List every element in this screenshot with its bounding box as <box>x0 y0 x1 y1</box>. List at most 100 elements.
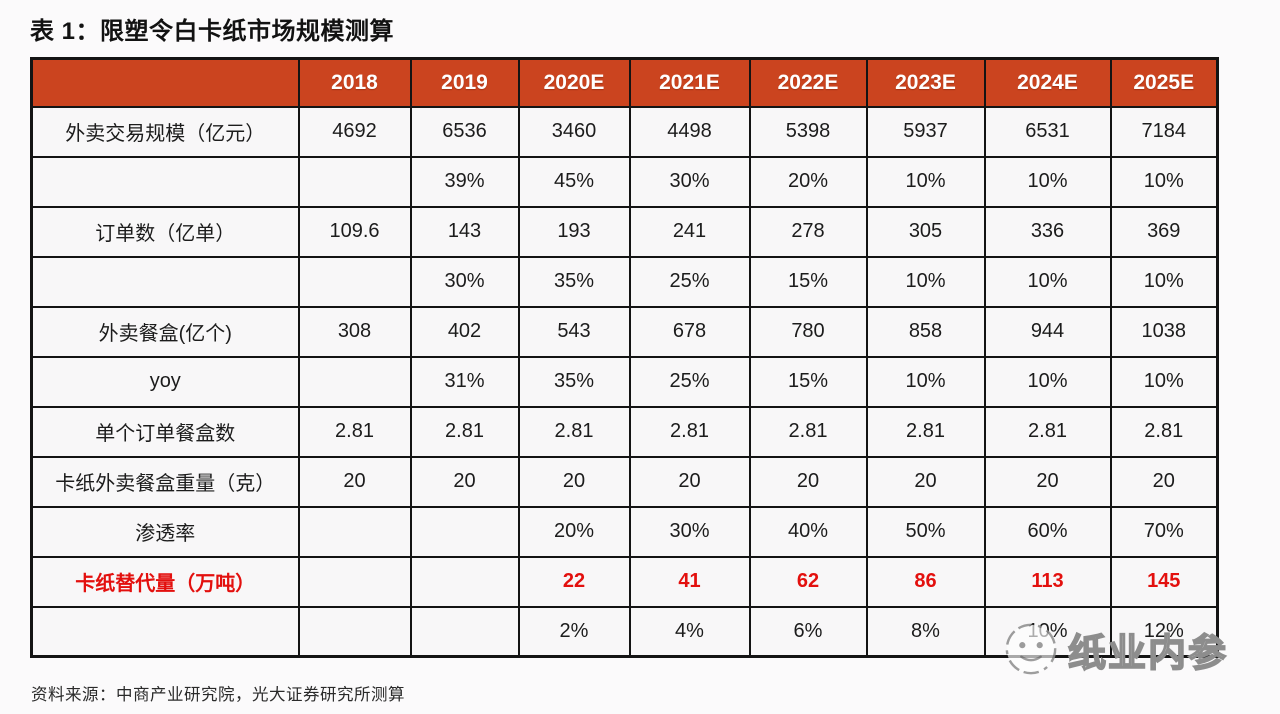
value-cell: 2.81 <box>409 405 520 458</box>
value-cell: 70% <box>1109 505 1219 558</box>
value-cell: 543 <box>517 305 631 358</box>
table-row: 2% 4% 6% 8% 10% 12% <box>30 605 1219 658</box>
value-cell: 50% <box>865 505 986 558</box>
year-header-cell: 2023E <box>865 57 986 108</box>
value-cell <box>297 255 412 308</box>
table-row: 渗透率 20% 30% 40% 50% 60% 70% <box>30 505 1219 558</box>
table-row: 39% 45% 30% 20% 10% 10% 10% <box>30 155 1219 208</box>
value-cell: 30% <box>628 155 751 208</box>
value-cell: 30% <box>628 505 751 558</box>
row-label-cell: 外卖餐盒(亿个) <box>30 305 300 358</box>
table-row: yoy 31% 35% 25% 15% 10% 10% 10% <box>30 355 1219 408</box>
value-cell <box>297 605 412 658</box>
value-cell: 35% <box>517 255 631 308</box>
value-cell: 241 <box>628 205 751 258</box>
value-cell: 6531 <box>983 105 1112 158</box>
table-row: 30% 35% 25% 15% 10% 10% 10% <box>30 255 1219 308</box>
value-cell: 305 <box>865 205 986 258</box>
market-size-table: 2018 2019 2020E 2021E 2022E 2023E 2024E 2025E 外… <box>30 57 1219 658</box>
value-cell <box>297 555 412 608</box>
value-cell: 35% <box>517 355 631 408</box>
year-header-cell: 2019 <box>409 57 520 108</box>
value-cell: 3460 <box>517 105 631 158</box>
value-cell: 1038 <box>1109 305 1219 358</box>
year-header-cell: 2022E <box>748 57 868 108</box>
value-cell: 4498 <box>628 105 751 158</box>
value-cell: 944 <box>983 305 1112 358</box>
table-row: 订单数（亿单） 109.6 143 193 241 278 305 336 369 <box>30 205 1219 258</box>
page-title: 表 1：限塑令白卡纸市场规模测算 <box>30 18 395 45</box>
value-cell: 10% <box>1109 355 1219 408</box>
row-label-cell: 外卖交易规模（亿元） <box>30 105 300 158</box>
row-label-cell: yoy <box>30 355 300 408</box>
value-cell: 2.81 <box>865 405 986 458</box>
value-cell <box>409 505 520 558</box>
value-cell: 10% <box>865 255 986 308</box>
value-cell: 2.81 <box>983 405 1112 458</box>
value-cell: 5937 <box>865 105 986 158</box>
table-row: 外卖餐盒(亿个) 308 402 543 678 780 858 944 1038 <box>30 305 1219 358</box>
value-cell: 5398 <box>748 105 868 158</box>
value-cell: 10% <box>983 255 1112 308</box>
value-cell: 40% <box>748 505 868 558</box>
value-cell: 2% <box>517 605 631 658</box>
value-cell: 20 <box>628 455 751 508</box>
value-cell: 62 <box>748 555 868 608</box>
value-cell: 45% <box>517 155 631 208</box>
value-cell: 20 <box>409 455 520 508</box>
value-cell: 20 <box>517 455 631 508</box>
value-cell <box>409 555 520 608</box>
value-cell: 6536 <box>409 105 520 158</box>
value-cell: 8% <box>865 605 986 658</box>
table-row: 外卖交易规模（亿元） 4692 6536 3460 4498 5398 5937 6531 71… <box>30 105 1219 158</box>
value-cell: 10% <box>983 605 1112 658</box>
value-cell: 2.81 <box>517 405 631 458</box>
value-cell: 336 <box>983 205 1112 258</box>
value-cell: 86 <box>865 555 986 608</box>
value-cell: 25% <box>628 255 751 308</box>
source-note: 资料来源：中商产业研究院，光大证券研究所测算 <box>31 686 405 704</box>
value-cell: 20 <box>297 455 412 508</box>
value-cell: 25% <box>628 355 751 408</box>
value-cell: 2.81 <box>1109 405 1219 458</box>
row-label-cell <box>30 255 300 308</box>
year-header-cell: 2018 <box>297 57 412 108</box>
value-cell: 20 <box>1109 455 1219 508</box>
value-cell: 308 <box>297 305 412 358</box>
value-cell: 60% <box>983 505 1112 558</box>
value-cell: 20% <box>748 155 868 208</box>
value-cell: 10% <box>1109 155 1219 208</box>
value-cell: 4692 <box>297 105 412 158</box>
year-header-cell: 2020E <box>517 57 631 108</box>
table-row: 单个订单餐盒数 2.81 2.81 2.81 2.81 2.81 2.81 2.81 2.81 <box>30 405 1219 458</box>
table-body: 外卖交易规模（亿元） 4692 6536 3460 4498 5398 5937 6531 71… <box>30 105 1219 658</box>
year-header-cell: 2021E <box>628 57 751 108</box>
value-cell <box>297 355 412 408</box>
value-cell: 369 <box>1109 205 1219 258</box>
value-cell: 678 <box>628 305 751 358</box>
value-cell: 20 <box>865 455 986 508</box>
row-label-cell: 订单数（亿单） <box>30 205 300 258</box>
value-cell: 402 <box>409 305 520 358</box>
value-cell: 10% <box>865 355 986 408</box>
row-label-cell: 卡纸外卖餐盒重量（克） <box>30 455 300 508</box>
value-cell: 20 <box>748 455 868 508</box>
value-cell: 15% <box>748 255 868 308</box>
value-cell: 10% <box>983 355 1112 408</box>
value-cell: 15% <box>748 355 868 408</box>
corner-header-cell <box>30 57 300 108</box>
value-cell: 278 <box>748 205 868 258</box>
value-cell: 4% <box>628 605 751 658</box>
table-row: 卡纸替代量（万吨） 22 41 62 86 113 145 <box>30 555 1219 608</box>
value-cell: 39% <box>409 155 520 208</box>
value-cell: 7184 <box>1109 105 1219 158</box>
value-cell: 113 <box>983 555 1112 608</box>
value-cell: 41 <box>628 555 751 608</box>
value-cell: 2.81 <box>628 405 751 458</box>
value-cell: 193 <box>517 205 631 258</box>
value-cell <box>409 605 520 658</box>
value-cell: 858 <box>865 305 986 358</box>
table-header-row: 2018 2019 2020E 2021E 2022E 2023E 2024E 2025E <box>30 57 1219 108</box>
value-cell: 780 <box>748 305 868 358</box>
